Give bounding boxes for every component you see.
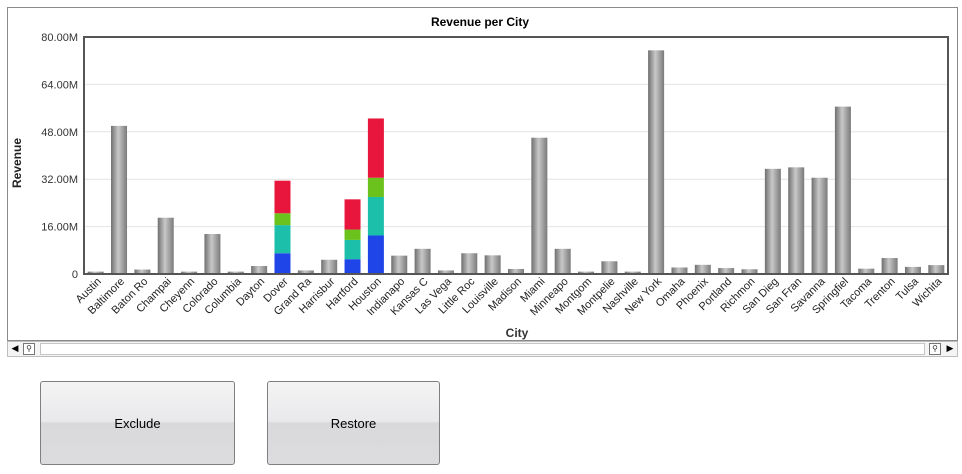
bar[interactable] xyxy=(624,271,641,274)
bar[interactable] xyxy=(904,266,921,274)
bar-segment[interactable] xyxy=(367,235,384,274)
bar[interactable] xyxy=(181,271,198,274)
bar-segment[interactable] xyxy=(344,199,361,230)
bar[interactable] xyxy=(484,255,501,274)
y-tick-label: 0 xyxy=(72,269,78,281)
bar[interactable] xyxy=(461,253,478,274)
bar[interactable] xyxy=(834,106,851,275)
bar[interactable] xyxy=(134,269,151,274)
chart-panel: Revenue per City Revenue City 0 16.00M 32.… xyxy=(7,7,958,341)
plot-area-border xyxy=(83,36,949,275)
bars xyxy=(87,50,945,275)
zoom-right-icon[interactable]: ⚲ xyxy=(929,343,941,355)
bar[interactable] xyxy=(297,270,314,274)
scroll-left-icon[interactable]: ◀ xyxy=(11,344,19,354)
chart-title: Revenue per City xyxy=(431,15,529,29)
bar[interactable] xyxy=(508,268,524,274)
bar[interactable] xyxy=(531,137,548,274)
exclude-button[interactable]: Exclude xyxy=(40,381,235,465)
bar-segment[interactable] xyxy=(367,118,384,178)
bar[interactable] xyxy=(157,217,174,274)
revenue-chart: Revenue per City Revenue City 0 16.00M 32.… xyxy=(10,15,949,340)
bar[interactable] xyxy=(811,177,828,274)
x-axis-label: City xyxy=(506,326,529,340)
bar[interactable] xyxy=(881,258,898,274)
bar[interactable] xyxy=(718,268,735,274)
bar-segment[interactable] xyxy=(367,177,384,197)
bar-segment[interactable] xyxy=(344,239,361,260)
y-tick-labels: 0 16.00M 32.00M 48.00M 64.00M 80.00M xyxy=(41,32,78,281)
bar[interactable] xyxy=(648,50,665,274)
y-tick-label: 64.00M xyxy=(41,79,78,91)
bar[interactable] xyxy=(87,271,104,274)
y-tick-label: 32.00M xyxy=(41,174,78,186)
scroll-right-icon[interactable]: ▶ xyxy=(946,344,954,354)
bar[interactable] xyxy=(391,255,408,274)
bar[interactable] xyxy=(671,267,688,274)
bar[interactable] xyxy=(321,259,338,274)
bar[interactable] xyxy=(741,269,758,274)
y-tick-label: 80.00M xyxy=(41,32,78,44)
bar-segment[interactable] xyxy=(274,225,291,254)
bar[interactable] xyxy=(601,261,618,274)
bar[interactable] xyxy=(858,268,875,274)
bar[interactable] xyxy=(227,271,244,274)
y-axis-label: Revenue xyxy=(10,138,24,188)
bar-segment[interactable] xyxy=(344,229,361,240)
bar[interactable] xyxy=(111,125,128,274)
bar[interactable] xyxy=(414,248,431,274)
bar[interactable] xyxy=(251,266,268,274)
bar[interactable] xyxy=(788,167,805,274)
bar[interactable] xyxy=(764,168,781,274)
bar[interactable] xyxy=(437,270,454,274)
scroll-track[interactable] xyxy=(40,343,925,355)
bar-segment[interactable] xyxy=(274,213,291,226)
chart-scrollbar[interactable]: ◀ ⚲ ⚲ ▶ xyxy=(7,341,958,357)
zoom-left-icon[interactable]: ⚲ xyxy=(23,343,35,355)
y-tick-label: 48.00M xyxy=(41,127,78,139)
bar[interactable] xyxy=(204,234,221,274)
bar[interactable] xyxy=(694,264,711,274)
bar-segment[interactable] xyxy=(274,253,291,274)
bar[interactable] xyxy=(928,265,945,274)
bar[interactable] xyxy=(554,248,571,274)
y-tick-label: 16.00M xyxy=(41,222,78,234)
bar-segment[interactable] xyxy=(344,259,361,274)
bar-segment[interactable] xyxy=(274,180,291,214)
bar[interactable] xyxy=(578,271,595,274)
bar-segment[interactable] xyxy=(367,196,384,236)
restore-button[interactable]: Restore xyxy=(267,381,440,465)
